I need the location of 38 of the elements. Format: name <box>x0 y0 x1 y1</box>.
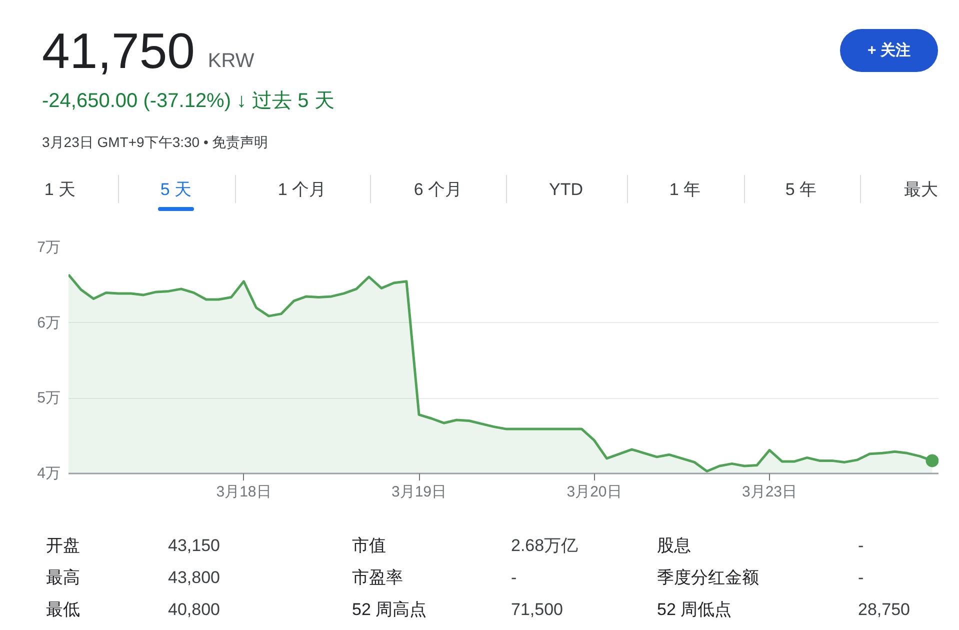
x-tick-label: 3月23日 <box>742 484 798 500</box>
text: 43,150 <box>168 536 220 554</box>
text: 最大 <box>904 180 938 198</box>
text: - <box>511 568 517 586</box>
text: 1 年 <box>669 180 701 198</box>
text: 40,800 <box>168 600 220 618</box>
y-tick-label: 5万 <box>37 390 60 407</box>
text: 71,500 <box>511 600 563 618</box>
text: 1 天 <box>44 180 76 198</box>
text: 3月23日 GMT+9下午3:30 • 免责声明 <box>42 134 268 150</box>
text: 市盈率 <box>352 568 403 586</box>
text: 28,750 <box>858 600 910 618</box>
text: 1 个月 <box>278 180 326 198</box>
text: 最高 <box>46 568 80 586</box>
text: YTD <box>549 180 583 198</box>
chart-title: 41,750 KRW <box>42 23 254 79</box>
text: 市值 <box>352 536 386 554</box>
text: 52 周高点 <box>352 600 427 618</box>
text: 股息 <box>657 536 691 554</box>
text: 52 周低点 <box>657 600 732 618</box>
text: 43,800 <box>168 568 220 586</box>
y-tick-label: 4万 <box>37 465 60 482</box>
text: 最低 <box>46 600 80 618</box>
x-tick-label: 3月18日 <box>216 484 272 500</box>
text: 季度分红金额 <box>657 568 759 586</box>
text: + 关注 <box>868 42 910 58</box>
y-tick-label: 6万 <box>37 314 60 332</box>
x-tick-label: 3月20日 <box>566 484 622 500</box>
text: 6 个月 <box>414 180 462 198</box>
text: 2.68万亿 <box>511 536 578 554</box>
chart-subtitle: -24,650.00 (-37.12%) ↓ 过去 5 天 <box>42 90 334 112</box>
text: - <box>858 536 864 554</box>
x-tick-label: 3月19日 <box>391 484 447 500</box>
y-tick-label: 7万 <box>37 239 60 256</box>
text: 5 年 <box>785 180 817 198</box>
text: 开盘 <box>46 536 80 554</box>
text: - <box>858 568 864 586</box>
text: 5 天 <box>160 180 192 198</box>
